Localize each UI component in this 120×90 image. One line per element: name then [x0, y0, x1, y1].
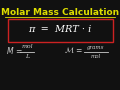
Text: mol: mol: [21, 44, 33, 50]
Text: π  =  MRT · i: π = MRT · i: [28, 25, 92, 34]
Text: mol: mol: [91, 53, 101, 59]
Text: Molar Mass Calculation: Molar Mass Calculation: [1, 8, 119, 17]
FancyBboxPatch shape: [7, 19, 113, 41]
Text: L: L: [25, 53, 29, 59]
Text: grams: grams: [87, 44, 105, 50]
Text: $\mathcal{M}$ =: $\mathcal{M}$ =: [64, 45, 83, 55]
Text: $M$ =: $M$ =: [6, 44, 23, 56]
